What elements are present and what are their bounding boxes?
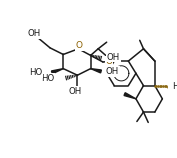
Polygon shape	[52, 69, 63, 74]
Text: OH: OH	[106, 67, 119, 76]
Text: HO: HO	[29, 68, 42, 77]
Text: OH: OH	[69, 87, 82, 96]
Text: HO: HO	[41, 74, 55, 83]
Text: H: H	[172, 82, 177, 91]
Text: O: O	[76, 41, 83, 50]
Polygon shape	[91, 69, 101, 73]
Polygon shape	[124, 93, 136, 99]
Text: OH: OH	[27, 29, 41, 38]
Text: OH: OH	[107, 53, 120, 62]
Text: O: O	[106, 57, 113, 66]
